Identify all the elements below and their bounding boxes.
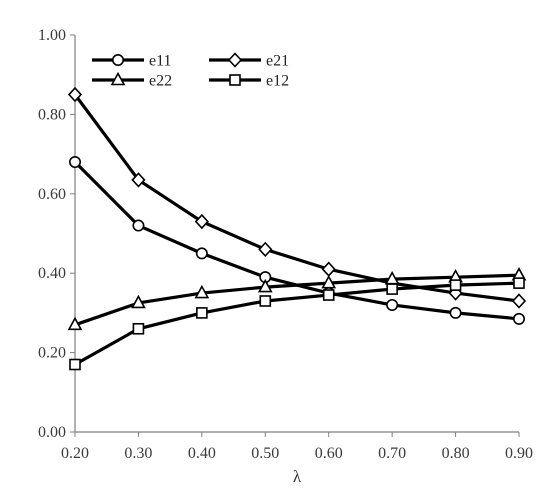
series-e22 — [67, 267, 527, 331]
data-point-e11 — [195, 247, 208, 260]
data-point-e11 — [132, 219, 145, 232]
data-point-e11 — [386, 298, 399, 311]
data-point-e22 — [321, 274, 337, 289]
x-tick-label: 0.50 — [251, 445, 279, 462]
legend-item-e12: e12 — [209, 73, 289, 90]
series-line-e21 — [73, 93, 520, 303]
legend-item-e22: e22 — [92, 71, 172, 90]
legend-item-e11: e11 — [92, 53, 172, 70]
x-axis-label: λ — [293, 467, 302, 486]
legend: e11 e21 e22 e12 — [92, 52, 289, 90]
data-point-e22 — [67, 316, 83, 331]
data-point-e22 — [194, 284, 210, 299]
y-tick-label: 0.40 — [38, 265, 66, 282]
data-point-e11 — [512, 312, 525, 325]
series-line-e22 — [74, 273, 520, 327]
legend-label: e21 — [266, 53, 289, 70]
y-tick-label: 0.00 — [38, 424, 66, 441]
x-tick-label: 0.30 — [124, 445, 152, 462]
series-e12 — [69, 277, 525, 371]
data-point-e22 — [257, 278, 273, 293]
x-tick-label: 0.90 — [505, 445, 533, 462]
legend-marker-e22 — [110, 71, 126, 86]
data-point-e12 — [449, 279, 462, 291]
legend-marker-e12 — [229, 74, 241, 86]
series-group — [67, 86, 527, 371]
x-tick-label: 0.20 — [61, 445, 89, 462]
y-tick-label: 0.20 — [38, 345, 66, 362]
data-point-e11 — [69, 156, 82, 169]
legend-label: e11 — [149, 53, 172, 70]
data-point-e12 — [513, 277, 525, 289]
data-point-e11 — [449, 306, 462, 319]
legend-marker-e11 — [112, 53, 125, 66]
axes: 0.00 0.20 0.40 0.60 0.80 1.00 0.20 0.30 0.40 0.50… — [38, 27, 533, 462]
legend-marker-e21 — [227, 52, 243, 68]
data-point-e21 — [258, 241, 273, 258]
legend-item-e21: e21 — [209, 52, 289, 70]
legend-label: e22 — [149, 73, 172, 90]
data-point-e21 — [511, 293, 527, 309]
x-tick-label: 0.70 — [378, 445, 406, 462]
data-point-e12 — [259, 295, 272, 307]
data-point-e12 — [69, 358, 81, 371]
data-point-e22 — [131, 294, 146, 309]
data-point-e12 — [132, 322, 145, 335]
data-point-e21 — [67, 86, 83, 103]
data-point-e12 — [386, 283, 398, 295]
y-tick-label: 0.80 — [38, 106, 66, 123]
y-tick-label: 1.00 — [38, 27, 66, 44]
data-point-e12 — [322, 289, 335, 301]
data-point-e21 — [321, 261, 336, 277]
x-tick-label: 0.40 — [188, 445, 216, 462]
series-line-e12 — [74, 281, 520, 366]
data-point-e21 — [194, 213, 209, 230]
data-point-e12 — [196, 307, 208, 319]
x-tick-label: 0.60 — [315, 445, 343, 462]
legend-label: e12 — [266, 73, 289, 90]
x-tick-label: 0.80 — [442, 445, 470, 462]
y-tick-label: 0.60 — [38, 186, 66, 203]
data-point-e21 — [131, 172, 146, 188]
